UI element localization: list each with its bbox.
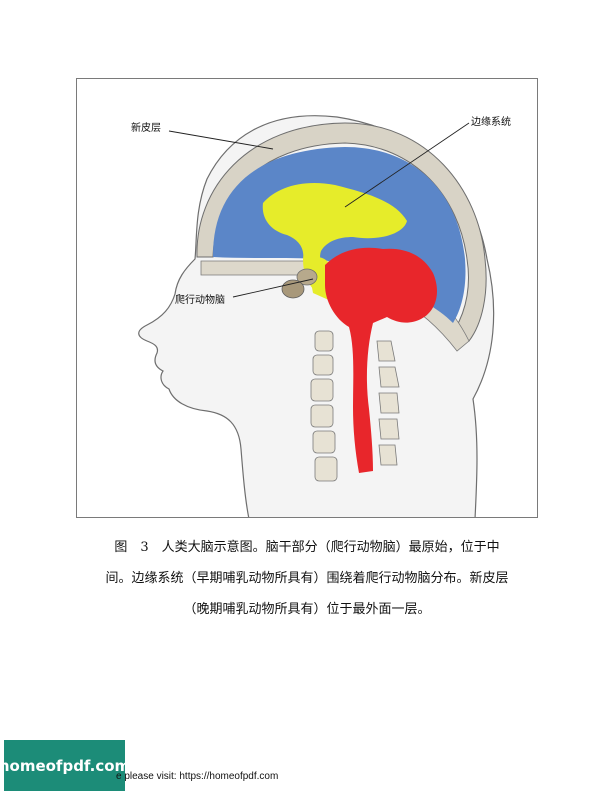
limbic-leader bbox=[344, 122, 470, 208]
label-limbic: 边缘系统 bbox=[471, 117, 511, 128]
vertebrae bbox=[310, 330, 400, 482]
footer-link-text[interactable]: e please visit: https://homeofpdf.com bbox=[116, 771, 279, 782]
brain-diagram bbox=[138, 115, 495, 517]
limbic-region bbox=[262, 183, 407, 292]
pituitary bbox=[296, 268, 318, 286]
label-neocortex: 新皮层 bbox=[131, 123, 161, 134]
caption-line-3: （晚期哺乳动物所具有）位于最外面一层。 bbox=[183, 602, 431, 617]
homeofpdf-badge[interactable]: homeofpdf.com bbox=[0, 740, 130, 791]
inner-ear bbox=[281, 279, 305, 299]
caption-line-2: 间。边缘系统（早期哺乳动物所具有）围绕着爬行动物脑分布。新皮层 bbox=[105, 571, 509, 586]
reptilian-leader bbox=[232, 278, 314, 298]
reptilian-region bbox=[325, 247, 437, 473]
caption-line-1: 图 3 人类大脑示意图。脑干部分（爬行动物脑）最原始，位于中 bbox=[114, 540, 500, 555]
brain-figure: 新皮层 边缘系统 爬行动物脑 bbox=[76, 78, 538, 518]
label-reptilian: 爬行动物脑 bbox=[175, 295, 225, 306]
badge-text: homeofpdf.com bbox=[0, 756, 131, 775]
figure-caption: 图 3 人类大脑示意图。脑干部分（爬行动物脑）最原始，位于中 间。边缘系统（早期… bbox=[70, 532, 544, 625]
neocortex-leader bbox=[168, 130, 274, 150]
